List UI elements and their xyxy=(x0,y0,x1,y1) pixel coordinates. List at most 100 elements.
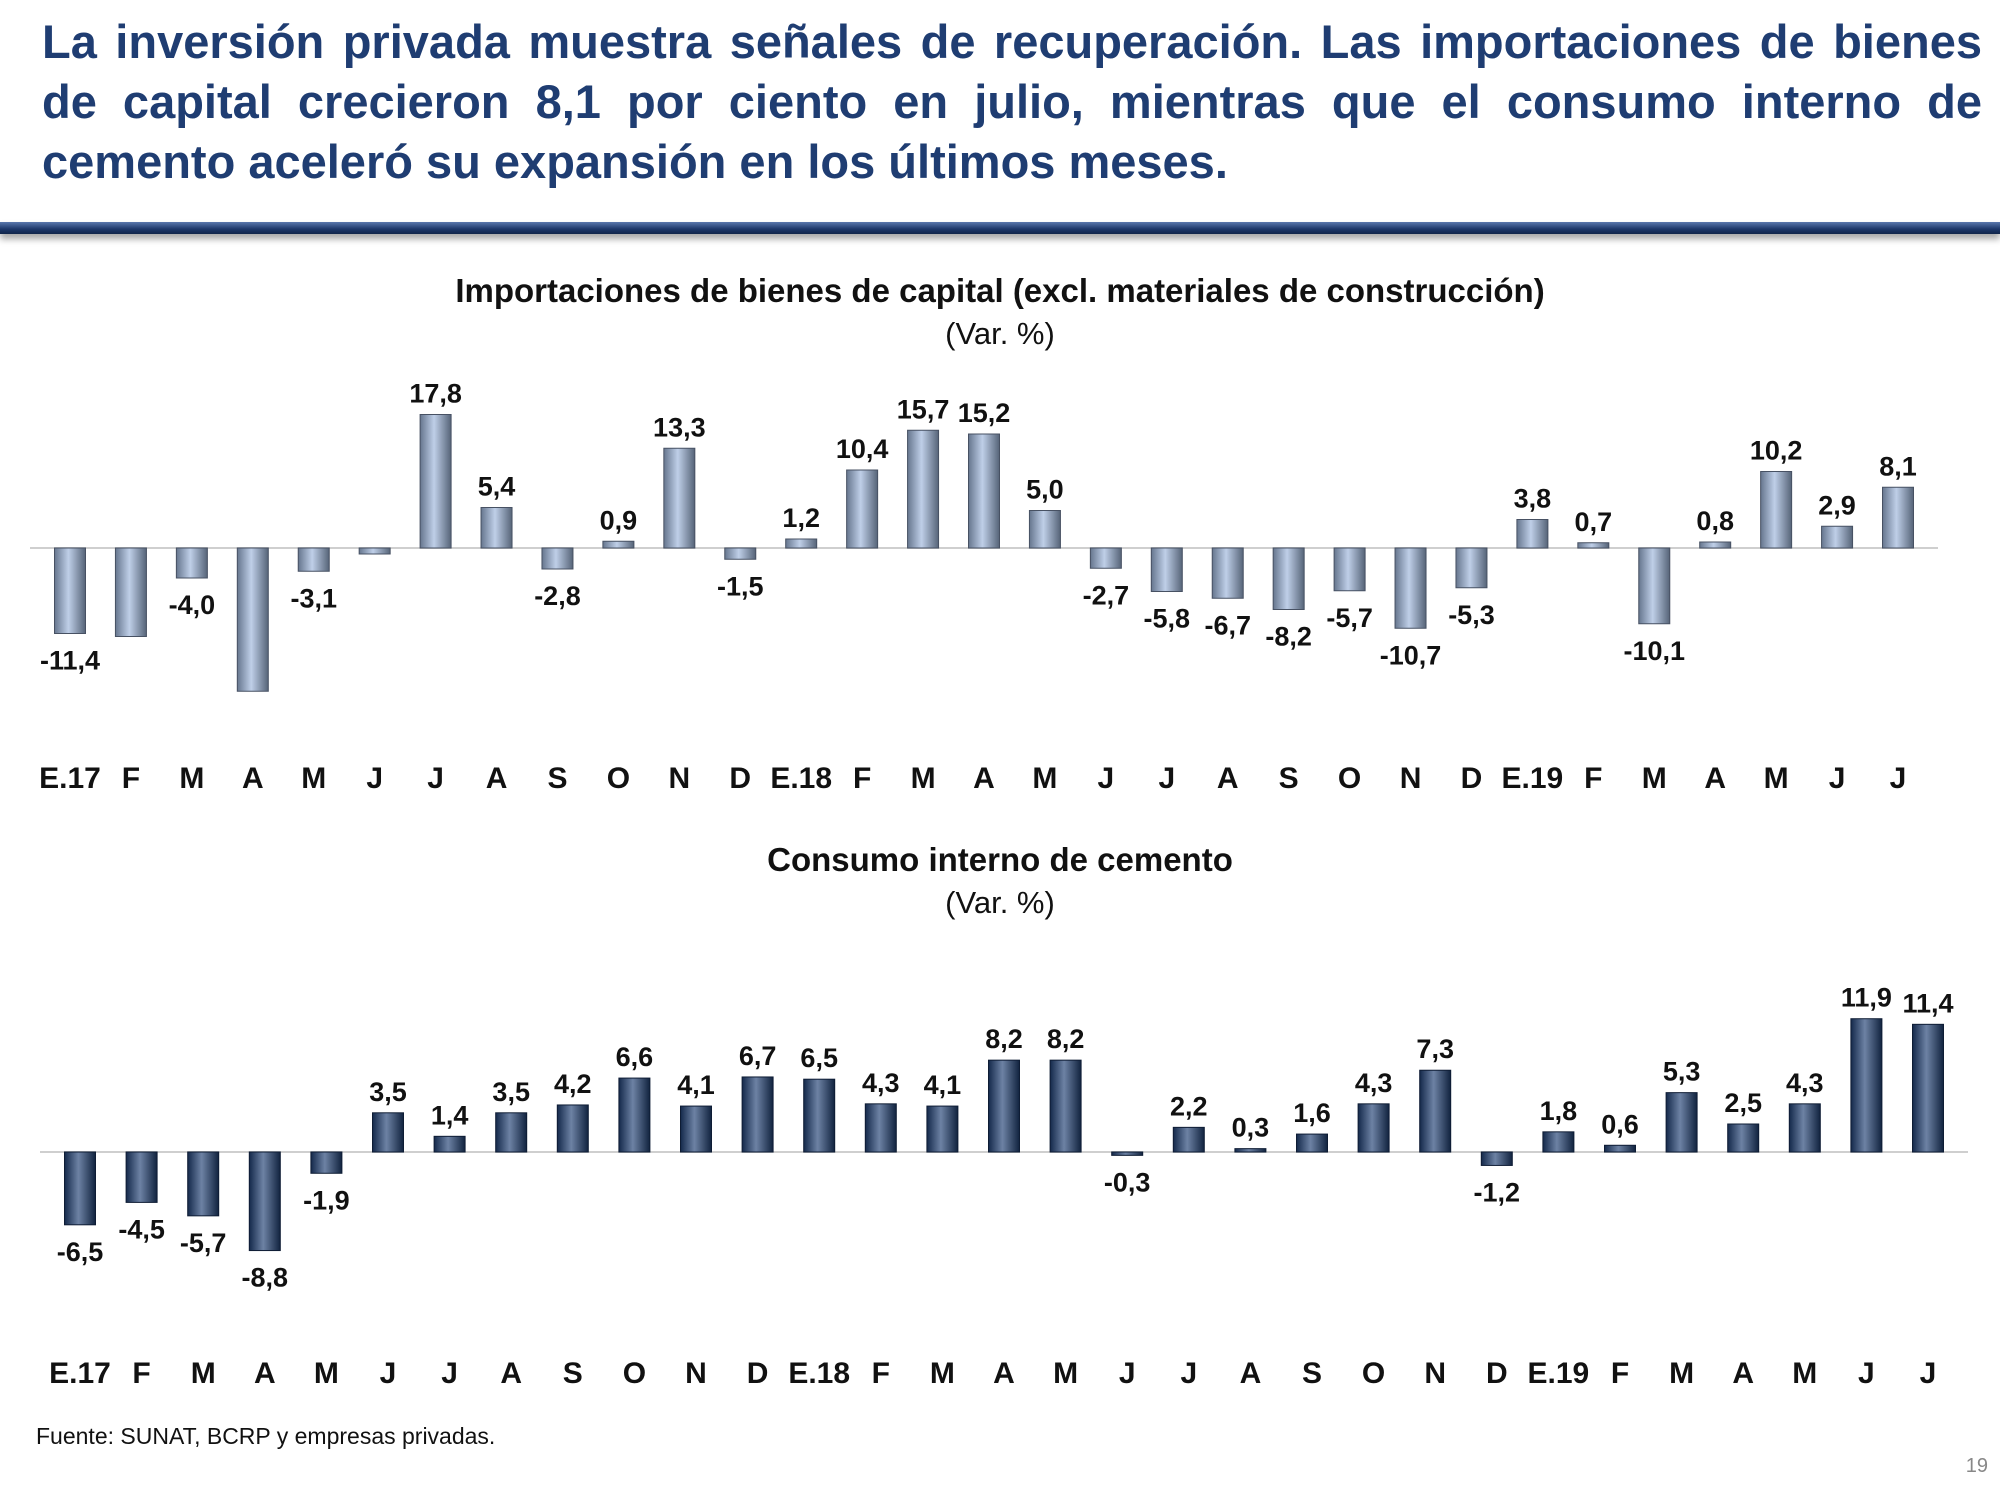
data-label: 0,7 xyxy=(1575,507,1613,537)
data-label: 13,3 xyxy=(653,412,706,442)
data-label: -3,1 xyxy=(290,583,337,613)
bar xyxy=(1111,1151,1144,1156)
cement-consumption-chart: Consumo interno de cemento (Var. %) -6,5… xyxy=(0,825,2000,1425)
bar xyxy=(1234,1148,1267,1153)
data-label: -2,8 xyxy=(534,581,581,611)
x-tick-label: F xyxy=(132,1357,150,1385)
x-tick-label: J xyxy=(1180,1357,1197,1385)
x-tick-label: O xyxy=(607,762,630,795)
x-tick-label: A xyxy=(242,762,264,795)
data-label: 0,3 xyxy=(1232,1113,1270,1143)
chart-title: Importaciones de bienes de capital (excl… xyxy=(455,272,1545,309)
chart-subtitle: (Var. %) xyxy=(945,885,1055,920)
bar xyxy=(1480,1151,1513,1166)
bar xyxy=(1296,1133,1328,1153)
x-tick-label: A xyxy=(486,762,508,795)
bar xyxy=(602,540,635,549)
bar xyxy=(785,538,818,549)
bar xyxy=(864,1103,897,1153)
x-tick-label: D xyxy=(1486,1357,1508,1385)
data-label: -1,5 xyxy=(717,571,764,601)
bar xyxy=(1788,1103,1821,1153)
slide-headline: La inversión privada muestra señales de … xyxy=(42,15,1982,188)
bar xyxy=(1172,1126,1205,1153)
data-label: 15,2 xyxy=(958,398,1011,428)
bar xyxy=(907,429,940,549)
x-tick-label: S xyxy=(547,762,567,795)
bar xyxy=(556,1104,589,1153)
data-label: -1,9 xyxy=(303,1185,350,1215)
x-tick-label: S xyxy=(563,1357,583,1385)
bar xyxy=(663,447,696,549)
x-tick-label: M xyxy=(1053,1357,1078,1385)
data-label: 1,4 xyxy=(431,1100,469,1130)
x-tick-label: F xyxy=(1611,1357,1629,1385)
bar xyxy=(724,547,757,560)
x-tick-label: M xyxy=(930,1357,955,1385)
bar xyxy=(618,1077,651,1153)
data-label: 2,2 xyxy=(1170,1091,1208,1121)
bar xyxy=(1455,547,1488,589)
bar xyxy=(358,547,391,555)
x-tick-label: E.17 xyxy=(49,1357,111,1385)
x-tick-label: J xyxy=(1119,1357,1136,1385)
bar xyxy=(187,1151,220,1217)
data-label: 7,3 xyxy=(1416,1034,1454,1064)
data-label: 4,1 xyxy=(677,1070,715,1100)
x-tick-label: A xyxy=(1704,762,1726,795)
data-label: 3,5 xyxy=(369,1077,407,1107)
data-label: 0,8 xyxy=(1696,506,1734,536)
x-tick-label: O xyxy=(1338,762,1361,795)
bar xyxy=(803,1078,836,1153)
x-tick-label: E.18 xyxy=(770,762,832,795)
x-tick-label: A xyxy=(1217,762,1239,795)
bar xyxy=(1727,1123,1760,1153)
bar xyxy=(1357,1103,1390,1153)
x-tick-label: O xyxy=(623,1357,646,1385)
data-label: -6,5 xyxy=(57,1237,104,1267)
data-label: -8,8 xyxy=(242,1263,289,1293)
x-tick-label: D xyxy=(729,762,751,795)
data-label: -5,3 xyxy=(1448,600,1495,630)
bar xyxy=(1760,471,1793,549)
x-tick-label: M xyxy=(1792,1357,1817,1385)
bar xyxy=(175,547,208,579)
data-label: 4,2 xyxy=(554,1069,592,1099)
bar xyxy=(1638,547,1671,625)
bar xyxy=(1542,1131,1575,1153)
x-tick-label: O xyxy=(1362,1357,1385,1385)
bar xyxy=(1577,542,1610,549)
bar xyxy=(741,1076,774,1153)
x-tick-label: A xyxy=(254,1357,276,1385)
bar xyxy=(1150,547,1183,592)
data-label: -1,2 xyxy=(1474,1177,1521,1207)
x-tick-label: A xyxy=(1240,1357,1262,1385)
data-label: 4,1 xyxy=(924,1070,962,1100)
page-number: 19 xyxy=(1965,1455,1988,1477)
data-label: -5,7 xyxy=(1326,603,1373,633)
data-label: 2,9 xyxy=(1818,490,1856,520)
x-tick-label: D xyxy=(747,1357,769,1385)
chart-title: Consumo interno de cemento xyxy=(767,841,1233,878)
bar xyxy=(372,1112,404,1153)
bar xyxy=(248,1151,281,1252)
bar xyxy=(1028,510,1061,549)
x-tick-label: A xyxy=(1732,1357,1754,1385)
data-label: 1,8 xyxy=(1540,1096,1578,1126)
bar xyxy=(495,1112,528,1153)
data-label: 3,8 xyxy=(1514,484,1552,514)
x-tick-label: J xyxy=(441,1357,458,1385)
x-tick-label: N xyxy=(685,1357,707,1385)
x-tick-label: J xyxy=(380,1357,397,1385)
bar xyxy=(541,547,574,570)
x-tick-label: M xyxy=(179,762,204,795)
data-label: 0,9 xyxy=(600,505,638,535)
bar xyxy=(680,1105,712,1153)
bar xyxy=(1850,1018,1883,1153)
data-label: -8,2 xyxy=(1265,622,1312,652)
data-label: 4,3 xyxy=(862,1068,900,1098)
data-label: 0,6 xyxy=(1601,1109,1639,1139)
bar xyxy=(988,1059,1020,1153)
data-label: 3,5 xyxy=(492,1077,530,1107)
bar xyxy=(1211,547,1244,599)
